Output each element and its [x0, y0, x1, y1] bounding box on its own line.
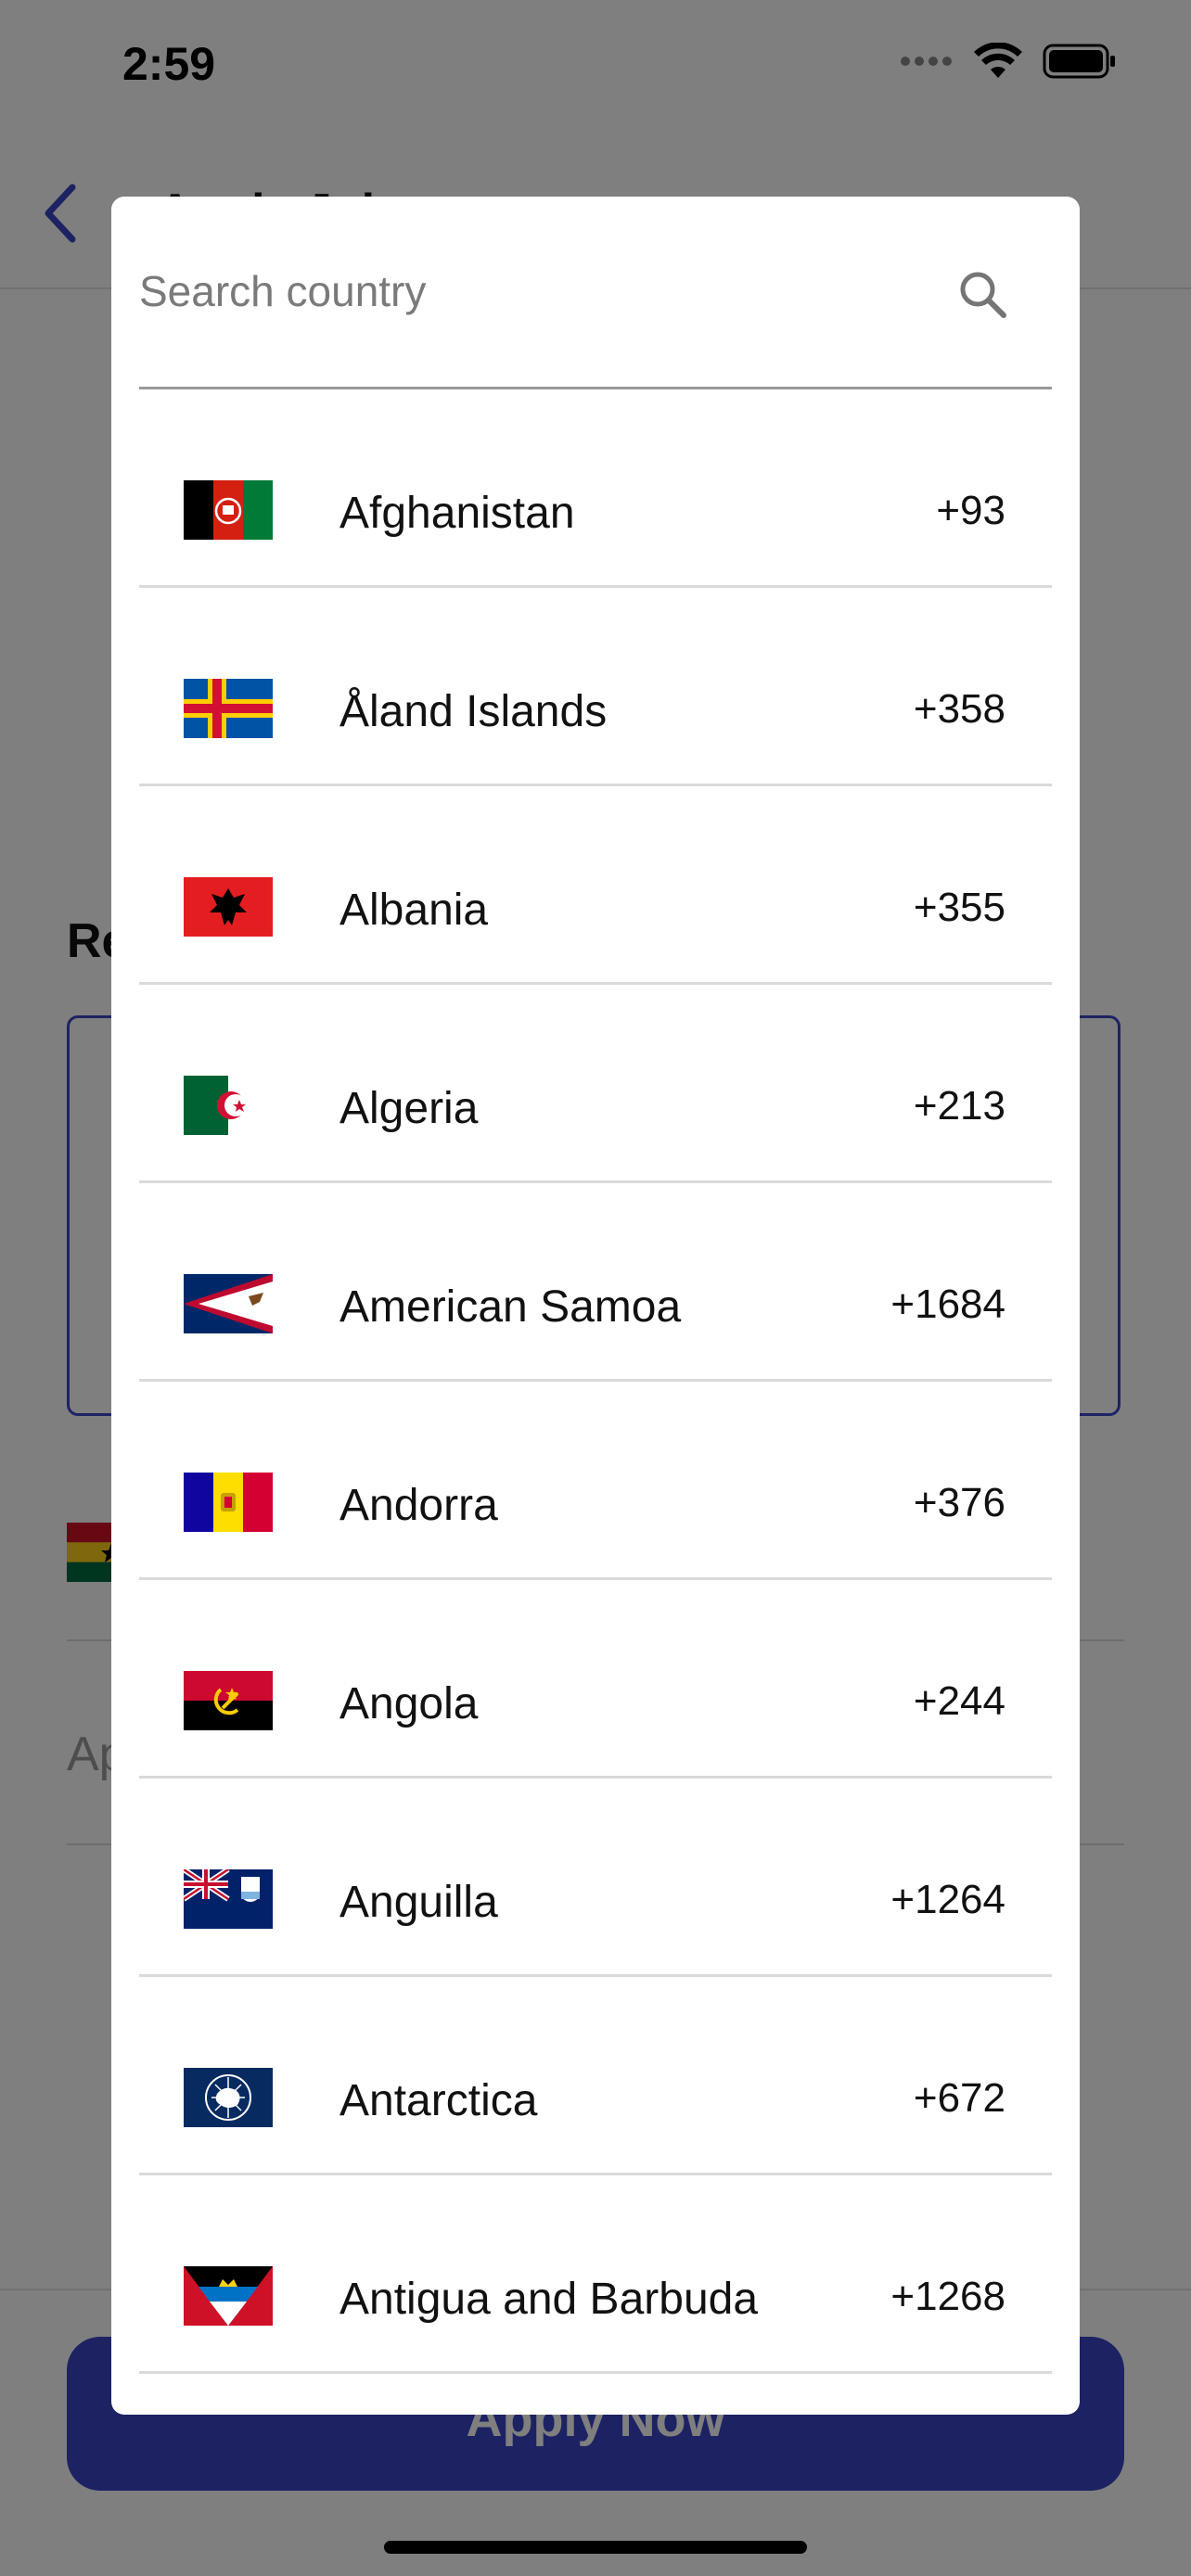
afghanistan-flag-icon	[184, 480, 273, 540]
country-row-american-samoa[interactable]: American Samoa +1684	[139, 1183, 1052, 1382]
country-name: Albania	[339, 886, 489, 935]
country-row-andorra[interactable]: Andorra +376	[139, 1382, 1052, 1580]
dial-code: +1264	[890, 1877, 1005, 1922]
search-bar	[139, 197, 1052, 389]
country-row-antarctica[interactable]: Antarctica +672	[139, 1977, 1052, 2175]
aland-islands-flag-icon	[184, 679, 273, 738]
angola-flag-icon	[184, 1671, 273, 1730]
dial-code: +93	[936, 488, 1005, 533]
country-name: Antarctica	[339, 2076, 538, 2125]
country-name: Afghanistan	[339, 489, 575, 538]
country-row-afghanistan[interactable]: Afghanistan +93	[139, 389, 1052, 588]
albania-flag-icon	[184, 877, 273, 937]
andorra-flag-icon	[184, 1473, 273, 1532]
american-samoa-flag-icon	[184, 1274, 273, 1333]
dial-code: +1268	[890, 2274, 1005, 2319]
anguilla-flag-icon	[184, 1869, 273, 1929]
dial-code: +213	[913, 1083, 1005, 1129]
search-icon[interactable]	[955, 267, 1011, 323]
country-row-anguilla[interactable]: Anguilla +1264	[139, 1779, 1052, 1977]
country-row-antigua-and-barbuda[interactable]: Antigua and Barbuda +1268	[139, 2175, 1052, 2374]
dial-code: +244	[913, 1678, 1005, 1724]
country-row-albania[interactable]: Albania +355	[139, 786, 1052, 985]
country-name: Åland Islands	[339, 687, 608, 736]
country-name: American Samoa	[339, 1282, 682, 1332]
search-country-input[interactable]	[139, 254, 937, 328]
country-name: Anguilla	[339, 1878, 498, 1927]
dial-code: +672	[913, 2075, 1005, 2121]
country-name: Angola	[339, 1679, 479, 1728]
antarctica-flag-icon	[184, 2068, 273, 2127]
country-name: Andorra	[339, 1481, 498, 1530]
dial-code: +1684	[890, 1282, 1005, 1327]
dial-code: +376	[913, 1480, 1005, 1525]
country-name: Algeria	[339, 1084, 479, 1133]
dial-code: +358	[913, 686, 1005, 732]
antigua-and-barbuda-flag-icon	[184, 2266, 273, 2326]
country-row-aland-islands[interactable]: Åland Islands +358	[139, 588, 1052, 786]
country-list: Afghanistan +93 Åland Islands +358 Alban…	[139, 389, 1052, 2374]
country-name: Antigua and Barbuda	[339, 2275, 759, 2324]
country-picker-dialog: Afghanistan +93 Åland Islands +358 Alban…	[111, 197, 1080, 2415]
country-row-angola[interactable]: Angola +244	[139, 1580, 1052, 1779]
algeria-flag-icon	[184, 1076, 273, 1135]
dial-code: +355	[913, 885, 1005, 930]
country-row-algeria[interactable]: Algeria +213	[139, 985, 1052, 1183]
